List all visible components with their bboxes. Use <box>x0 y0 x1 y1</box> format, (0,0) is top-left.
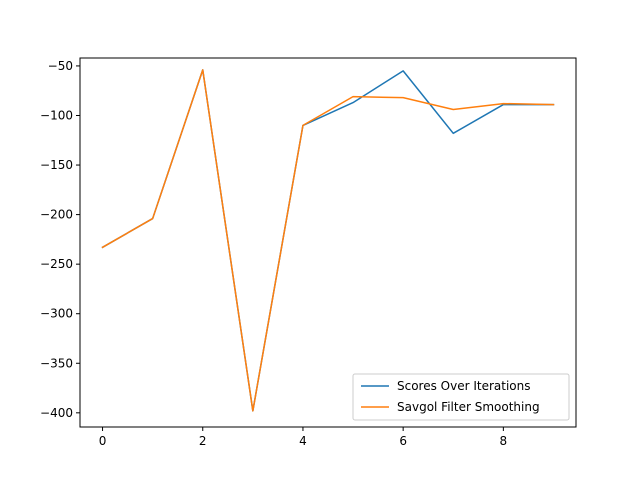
x-tick-label: 2 <box>199 434 207 448</box>
y-tick-label: −250 <box>40 257 73 271</box>
y-tick-label: −350 <box>40 356 73 370</box>
y-tick-label: −150 <box>40 158 73 172</box>
legend-label-2: Savgol Filter Smoothing <box>397 400 540 414</box>
y-tick-label: −100 <box>40 108 73 122</box>
legend-label-1: Scores Over Iterations <box>397 379 531 393</box>
legend: Scores Over Iterations Savgol Filter Smoo… <box>353 374 569 420</box>
x-tick-label: 6 <box>399 434 407 448</box>
y-tick-label: −400 <box>40 406 73 420</box>
y-tick-label: −50 <box>48 59 73 73</box>
x-tick-label: 0 <box>99 434 107 448</box>
x-tick-label: 8 <box>500 434 508 448</box>
y-tick-label: −200 <box>40 208 73 222</box>
x-tick-label: 4 <box>299 434 307 448</box>
y-tick-label: −300 <box>40 307 73 321</box>
